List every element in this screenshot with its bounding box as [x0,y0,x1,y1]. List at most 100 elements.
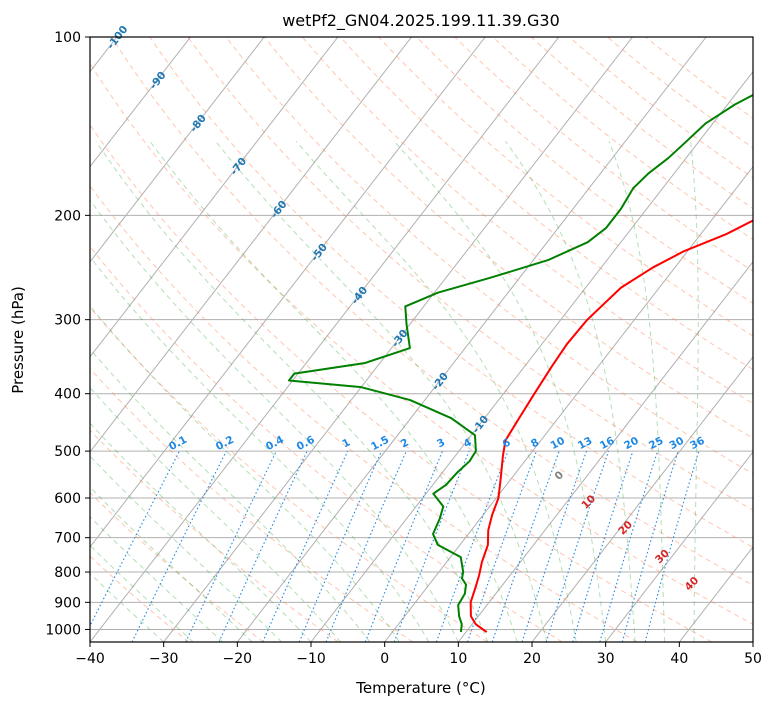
y-tick-label: 700 [54,531,81,547]
moist-adiabat-line [90,516,223,642]
dry-adiabat-line [90,62,753,625]
mixing-ratio-label: 16 [598,435,617,452]
moist-adiabat-line [690,141,699,642]
mixing-ratio-label: 10 [549,435,568,452]
mixing-ratio-label: 4 [462,436,474,450]
mixing-ratio-label: 1.5 [369,434,391,453]
dry-adiabat-line [492,37,753,241]
mixing-ratio-label: 30 [667,435,686,452]
dry-adiabat-line [340,37,753,371]
mixing-ratio-label: 0.4 [264,434,286,453]
moist-adiabat-line [393,140,607,642]
mixing-ratio-line [599,450,659,642]
isotherm-line [752,641,753,642]
mixing-ratio-label: 3 [435,436,447,450]
series-layer [287,93,753,633]
mixing-ratio-line [435,450,509,642]
isotherm-line [310,70,753,642]
mixing-ratio-label: 20 [622,435,641,452]
x-tick-label: 50 [744,651,762,667]
isotherm-line [90,37,560,642]
moist-adiabat-line [505,141,636,642]
mixing-ratio-line [393,450,470,642]
isotherm-line [605,451,753,642]
mixing-ratio-label: 0.6 [295,434,317,453]
moist-adiabat-line [90,422,312,642]
dry-adiabat-line [149,37,753,548]
isotherm-line [163,37,633,642]
mixing-ratio-line [621,450,679,642]
mixing-ratio-label: 2 [399,436,411,450]
y-tick-label: 100 [54,30,81,46]
y-tick-label: 800 [54,565,81,581]
dry-adiabat-line [454,37,753,272]
x-tick-label: 20 [523,651,541,667]
dry-adiabat-line [90,245,563,642]
moist-adiabat-line [295,140,577,642]
isotherm-line [90,37,265,263]
mixing-ratio-label: 0.1 [167,434,189,453]
moist-adiabat-line [90,544,194,642]
isotherm-line [531,356,753,642]
moist-adiabat-line [90,305,400,642]
mixing-ratio-line [364,450,443,642]
y-tick-label: 900 [54,595,81,611]
mixing-ratio-label: 1 [340,436,352,450]
y-tick-label: 1000 [45,622,81,638]
y-tick-label: 500 [54,444,81,460]
mixing-ratio-label: 0.2 [214,434,236,453]
mixing-ratio-line [545,450,610,642]
x-axis-label: Temperature (°C) [355,679,485,697]
moist-adiabat-line [90,256,430,642]
tick-layer: −40 −30 −20 −10 0 10 20 30 40 5010020030040050060… [45,30,762,667]
moist-adiabat-line [90,486,253,642]
dry-adiabat-line [90,306,488,642]
dry-adiabat-line [225,37,753,475]
mixing-ratio-label: 13 [576,435,595,452]
isotherm-line [90,37,412,453]
moist-adiabat-line [95,141,489,642]
x-tick-label: 30 [597,651,615,667]
mixing-ratio-line [218,450,308,642]
isotherm-line [90,37,191,168]
dry-adiabat-label: 20 [616,519,635,538]
isotherm-line [90,37,486,548]
y-tick-label: 200 [54,208,81,224]
temperature-profile-line [469,219,753,633]
mixing-ratio-line [325,450,407,642]
moist-adiabat-line [90,572,165,642]
moist-adiabat-line [149,141,518,642]
y-tick-label: 300 [54,313,81,329]
mixing-ratio-line [131,450,227,642]
dry-adiabat-label: 10 [579,493,598,512]
mixing-ratio-line [90,450,180,627]
dry-adiabat-label: 30 [653,547,672,566]
moist-adiabat-line [90,455,282,642]
dry-adiabat-line [111,37,753,586]
dry-adiabat-line [90,367,414,642]
plot-frame [89,36,754,643]
dry-adiabat-line [530,37,753,210]
dry-adiabat-line [90,429,339,642]
dry-adiabat-line [263,37,753,439]
mixing-ratio-line [521,450,588,642]
mixing-ratio-line [572,450,634,642]
dry-adiabat-line [568,37,753,179]
dry-adiabat-label: 0 [553,469,567,483]
isotherm-line [457,260,753,642]
moist-adiabat-line [90,387,341,642]
mixing-ratio-line [491,450,560,642]
mixing-ratio-label: 8 [529,436,541,450]
y-tick-label: 400 [54,387,81,403]
dewpoint-profile-line [287,93,753,633]
moist-adiabat-line [608,141,666,642]
dry-adiabat-label: 40 [683,575,702,594]
isotherm-line [90,37,339,358]
grid-layer [90,37,753,642]
dry-adiabat-line [607,37,753,149]
x-tick-label: 40 [670,651,688,667]
mixing-ratio-line [644,450,700,642]
dry-adiabat-line [301,37,753,405]
mixing-ratio-label: 25 [647,435,666,452]
x-tick-label: 0 [380,651,389,667]
